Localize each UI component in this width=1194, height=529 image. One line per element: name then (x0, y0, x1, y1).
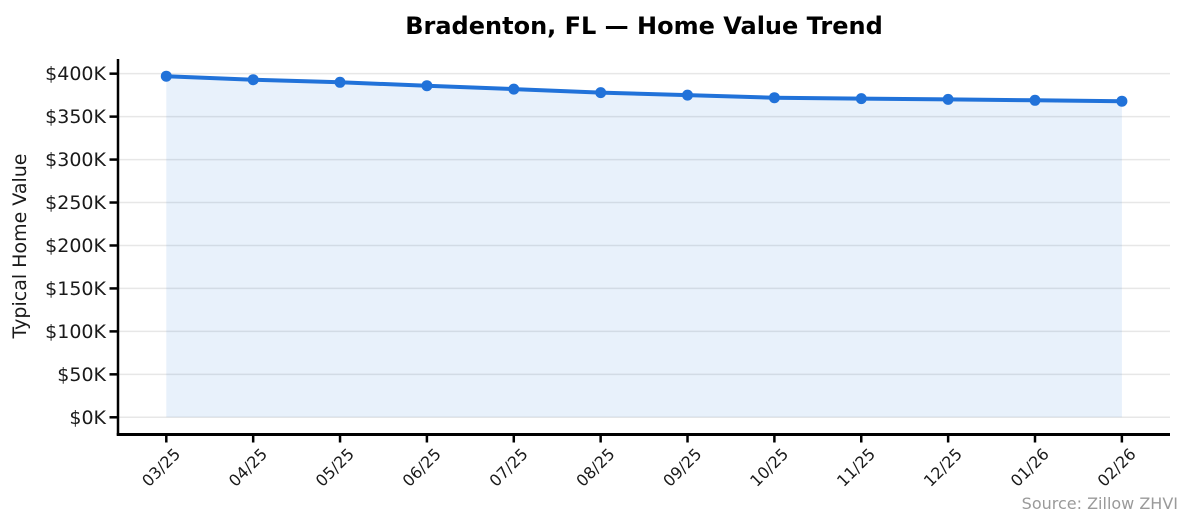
x-tick-label: 12/25 (920, 444, 966, 490)
data-point-marker (160, 70, 172, 82)
chart-title: Bradenton, FL — Home Value Trend (405, 12, 883, 40)
x-tick-label: 10/25 (746, 444, 792, 490)
y-tick-label: $300K (45, 149, 106, 171)
x-tick-label: 02/26 (1094, 444, 1140, 490)
data-points (160, 70, 1128, 107)
x-tick-label: 07/25 (486, 444, 532, 490)
data-point-marker (942, 93, 954, 105)
trend-line-path (164, 74, 1124, 104)
y-tick-label: $250K (45, 192, 106, 214)
y-tick-label: $400K (45, 63, 106, 85)
y-tick-label: $50K (57, 364, 106, 386)
axes (109, 59, 1170, 443)
x-tick-label: 08/25 (572, 444, 618, 490)
y-axis-label: Typical Home Value (9, 154, 31, 340)
x-tick-label: 05/25 (312, 444, 358, 490)
x-tick-label: 06/25 (399, 444, 445, 490)
area-fill-shape (166, 76, 1122, 418)
data-point-marker (595, 87, 607, 99)
data-point-marker (768, 92, 780, 104)
data-point-marker (1029, 94, 1041, 106)
y-tick-label: $0K (69, 407, 106, 429)
data-point-marker (682, 89, 693, 101)
y-tick-label: $350K (45, 106, 106, 128)
data-point-marker (508, 83, 520, 95)
source-note: Source: Zillow ZHVI (1022, 494, 1178, 513)
x-tick-label: 11/25 (833, 444, 879, 490)
x-tick-label: 03/25 (138, 444, 184, 490)
y-tick-label: $200K (45, 235, 106, 257)
data-point-marker (1116, 95, 1128, 107)
data-point-marker (247, 74, 259, 86)
x-tick-label: 04/25 (225, 444, 271, 490)
y-tick-label: $150K (45, 278, 106, 300)
gridlines (118, 72, 1170, 419)
data-point-marker (421, 80, 433, 92)
y-tick-label: $100K (45, 321, 106, 343)
x-tick-label: 09/25 (659, 444, 705, 490)
area-fill (166, 76, 1122, 418)
data-point-marker (334, 76, 346, 88)
x-tick-label: 01/26 (1007, 444, 1053, 490)
data-point-marker (855, 93, 867, 105)
trend-line (164, 74, 1124, 104)
